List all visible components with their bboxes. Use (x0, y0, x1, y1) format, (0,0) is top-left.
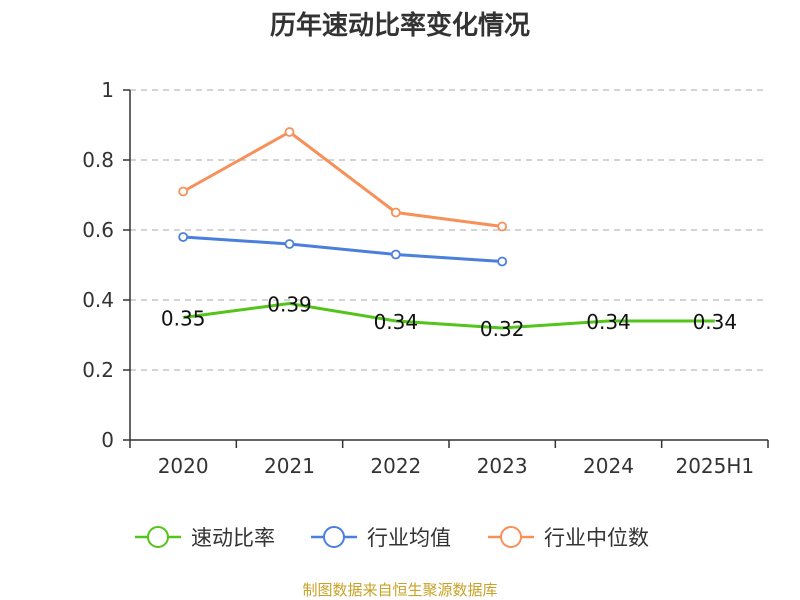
series-line-0 (182, 302, 715, 330)
y-tick-label-4: 0.8 (82, 148, 114, 172)
series-1-point-3 (497, 256, 508, 267)
series-line-1 (183, 235, 503, 263)
legend-label-1: 行业均值 (367, 526, 451, 550)
series-1-point-0 (178, 232, 189, 242)
legend: 速动比率 行业均值 行业中位数 (135, 526, 649, 550)
x-tick-label-0: 2020 (158, 454, 209, 478)
y-tick-label-5: 1 (101, 78, 114, 102)
y-tick-label-3: 0.6 (82, 218, 114, 242)
series-layer (178, 127, 715, 330)
legend-label-2: 行业中位数 (544, 526, 649, 550)
series-0 (182, 302, 715, 330)
y-tick-label-0: 0 (101, 428, 114, 452)
data-label-0-5: 0.34 (693, 310, 738, 334)
legend-item-2: 行业中位数 (488, 526, 649, 550)
series-1 (178, 232, 508, 267)
series-1-point-2 (390, 249, 401, 260)
series-2-point-1 (284, 127, 295, 137)
series-2-point-2 (390, 207, 401, 218)
y-tick-label-1: 0.2 (82, 358, 114, 382)
axes: 0 0.2 0.4 0.6 0.8 1 2020 2021 2022 2023 2024 2025H1 (82, 78, 769, 478)
x-tick-label-3: 2023 (477, 454, 528, 478)
legend-item-0: 速动比率 (135, 526, 275, 550)
legend-label-0: 速动比率 (191, 526, 275, 550)
x-tick-label-5: 2025H1 (675, 454, 754, 478)
legend-marker-0 (147, 526, 169, 548)
data-label-0-1: 0.39 (267, 293, 312, 317)
x-tick-label-1: 2021 (264, 454, 315, 478)
x-tick-label-4: 2024 (583, 454, 634, 478)
data-labels: 0.35 0.39 0.34 0.32 0.34 0.34 (161, 293, 737, 342)
series-1-point-1 (284, 239, 295, 249)
series-2-point-3 (497, 221, 508, 232)
x-tick-label-2: 2022 (370, 454, 421, 478)
y-tick-label-2: 0.4 (82, 288, 114, 312)
legend-marker-2 (500, 526, 522, 548)
source-note: 制图数据来自恒生聚源数据库 (302, 581, 497, 599)
series-line-2 (182, 130, 503, 228)
legend-marker-1 (323, 526, 345, 548)
data-label-0-2: 0.34 (374, 310, 419, 334)
series-2 (178, 127, 508, 232)
grid (130, 89, 764, 371)
series-2-point-0 (178, 186, 189, 197)
legend-item-1: 行业均值 (311, 526, 451, 550)
data-label-0-3: 0.32 (480, 317, 525, 341)
data-label-0-0: 0.35 (161, 307, 206, 331)
chart-title: 历年速动比率变化情况 (270, 10, 530, 41)
data-label-0-4: 0.34 (586, 310, 631, 334)
